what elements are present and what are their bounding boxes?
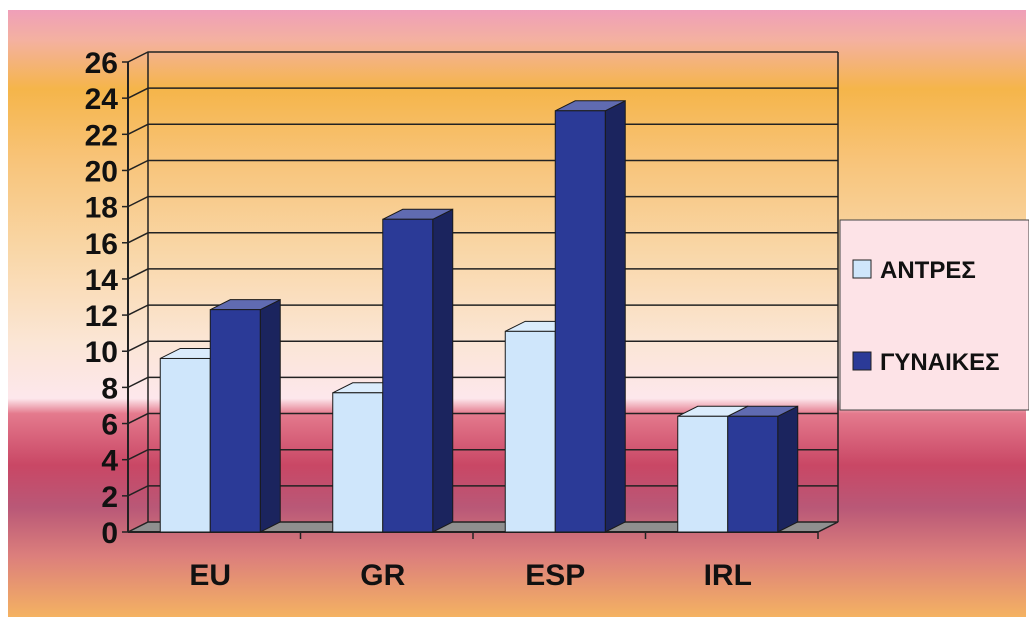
bar-side <box>259 298 281 533</box>
bar-esp-women <box>554 99 626 533</box>
y-tick-label: 2 <box>101 481 118 514</box>
y-tick-label: 24 <box>85 83 119 116</box>
y-tick-label: 16 <box>85 228 118 261</box>
legend: ΑΝΤΡΕΣ ΓΥΝΑΙΚΕΣ <box>839 219 1029 411</box>
legend-swatch <box>852 351 872 371</box>
bar-front <box>504 330 556 533</box>
legend-label: ΓΥΝΑΙΚΕΣ <box>880 349 1000 376</box>
y-tick-label: 0 <box>101 517 118 550</box>
x-category-label: ESP <box>525 559 585 592</box>
legend-swatch <box>852 259 872 279</box>
bar-side <box>777 405 799 533</box>
bar-front <box>332 392 384 533</box>
bar-side <box>432 208 454 533</box>
bar-gr-women <box>382 208 454 533</box>
y-tick-label: 8 <box>101 372 118 405</box>
bar-irl-women <box>727 405 799 533</box>
bars <box>159 99 799 533</box>
bar-front <box>382 218 434 533</box>
bar-side <box>604 99 626 533</box>
bar-front <box>159 357 211 533</box>
bar-front <box>554 110 606 533</box>
y-tick-label: 6 <box>101 409 118 442</box>
x-category-label: GR <box>360 559 405 592</box>
legend-item: ΑΝΤΡΕΣ <box>852 257 976 284</box>
bar-front <box>209 309 261 533</box>
legend-label: ΑΝΤΡΕΣ <box>880 257 976 284</box>
bar-front <box>677 415 729 533</box>
y-tick-label: 4 <box>101 445 118 478</box>
bar-eu-women <box>209 298 281 533</box>
y-tick-label: 20 <box>85 155 118 188</box>
y-tick-label: 14 <box>85 264 119 297</box>
x-category-label: EU <box>189 559 231 592</box>
y-tick-label: 22 <box>85 119 118 152</box>
x-category-label: IRL <box>704 559 752 592</box>
bar-front <box>727 415 779 533</box>
y-tick-label: 26 <box>85 47 118 80</box>
y-tick-label: 18 <box>85 192 118 225</box>
y-tick-label: 12 <box>85 300 118 333</box>
legend-box <box>839 219 1029 411</box>
y-tick-label: 10 <box>85 336 118 369</box>
legend-item: ΓΥΝΑΙΚΕΣ <box>852 349 1000 376</box>
